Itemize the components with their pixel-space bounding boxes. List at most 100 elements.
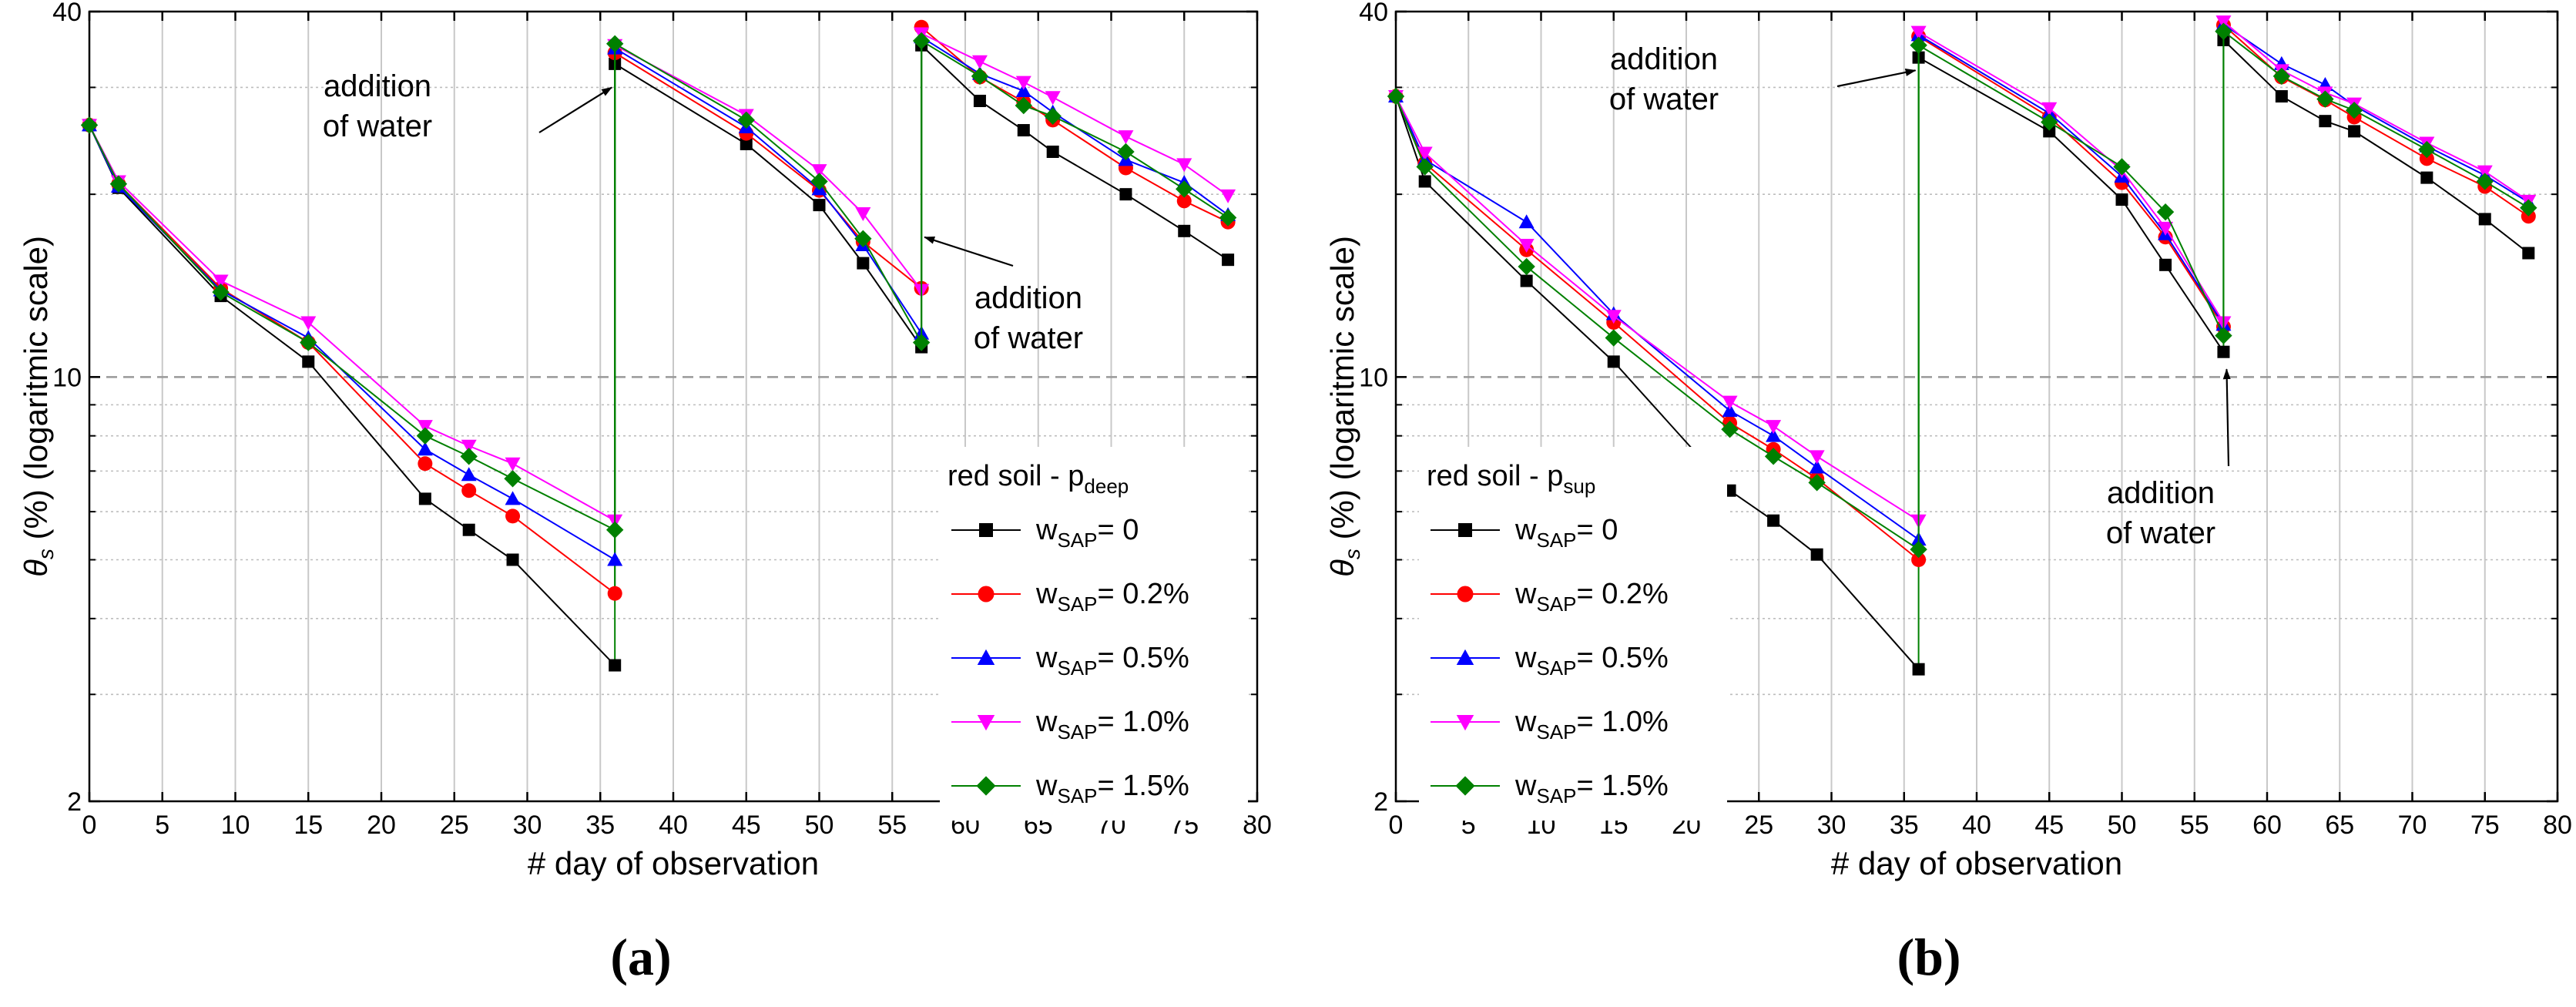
data-point [1810, 548, 1823, 561]
y-tick-label: 10 [1359, 363, 1388, 392]
data-point [2478, 213, 2491, 226]
series-line-segment [746, 114, 820, 171]
series-line-segment [1613, 337, 1731, 431]
panel-label: (b) [1897, 928, 1961, 986]
series-line-segment [2484, 180, 2529, 209]
data-point [506, 553, 519, 566]
data-point [1605, 310, 1622, 324]
data-point [1721, 421, 1739, 438]
series-line-segment [2484, 186, 2529, 217]
data-point [1219, 209, 1237, 227]
data-point [1117, 143, 1135, 161]
series-line-segment [1773, 425, 1818, 458]
series-line-segment [1816, 455, 1920, 522]
series-line-segment [2165, 264, 2225, 353]
data-point [2215, 15, 2232, 30]
annotation-line-1: addition [1610, 42, 1718, 76]
series-line-segment [614, 63, 747, 145]
series-line-segment [1052, 111, 1126, 161]
data-point [212, 283, 230, 301]
series-line-segment [1816, 482, 1920, 550]
data-point [300, 316, 317, 331]
series-line-segment [118, 180, 222, 282]
annotation-line-1: addition [324, 69, 431, 103]
series-line-segment [614, 52, 747, 134]
series-line-segment [2281, 69, 2326, 94]
legend-label-main: w [1035, 770, 1058, 802]
series-line-segment [979, 76, 1025, 106]
data-point [1808, 474, 1826, 492]
series-line-segment [1525, 221, 1615, 315]
series-line-segment [2426, 149, 2486, 183]
x-tick-label: 25 [440, 811, 469, 840]
data-point [2319, 115, 2332, 128]
series-wsap-1-5- [1387, 22, 2537, 559]
legend-label-main: w [1035, 642, 1058, 674]
series-line-segment [1773, 435, 1818, 468]
legend-label-subscript: SAP [1057, 592, 1097, 616]
x-tick-label: 35 [1890, 811, 1919, 840]
legend-label-rest: = 1.5% [1576, 770, 1668, 802]
data-point [2345, 102, 2363, 119]
legend-marker [1457, 586, 1474, 603]
x-tick-label: 45 [2034, 811, 2064, 840]
legend-label-subscript: SAP [1536, 656, 1576, 680]
series-line-segment [1773, 455, 1818, 484]
series-line-segment [746, 119, 820, 183]
x-tick-label: 30 [513, 811, 542, 840]
data-point [606, 35, 624, 53]
data-point [1119, 188, 1132, 201]
data-point [1417, 146, 1433, 161]
legend-label-subscript: SAP [1057, 784, 1097, 807]
series-line-segment [1729, 410, 1774, 437]
series-line-segment [1183, 230, 1229, 261]
series-line-segment [2222, 23, 2283, 65]
series-line-segment [1918, 34, 2050, 114]
series-wsap-0-2- [1388, 18, 2536, 567]
data-point [857, 257, 870, 270]
legend-label-subscript: SAP [1536, 592, 1576, 616]
x-tick-label: 75 [2470, 811, 2500, 840]
legend-title-subscript: sup [1563, 475, 1595, 498]
data-point [912, 334, 931, 351]
y-axis-subscript: s [34, 549, 58, 559]
legend-entry-label: wSAP= 0.5% [1514, 642, 1669, 680]
data-point [737, 111, 755, 129]
data-point [971, 67, 989, 86]
data-point [1766, 420, 1782, 435]
series-line-segment [1613, 321, 1731, 424]
series-line-segment [2484, 170, 2529, 202]
series-line-segment [614, 47, 747, 128]
data-point [300, 334, 317, 351]
series-line-segment [2121, 176, 2166, 235]
series-line-segment [1424, 163, 1528, 251]
legend-marker [978, 586, 995, 603]
data-point [1605, 329, 1622, 347]
series-line-segment [2121, 166, 2166, 213]
series-line-segment [424, 498, 470, 531]
legend-entry-label: wSAP= 1.0% [1514, 706, 1669, 744]
series-line-segment [1729, 489, 1774, 522]
data-point [2476, 173, 2494, 190]
data-point [1046, 145, 1059, 158]
data-point [1520, 274, 1533, 287]
legend-label-main: w [1514, 706, 1537, 738]
data-point [460, 448, 478, 465]
series-line-segment [468, 474, 514, 500]
series-line-segment [1816, 554, 1920, 670]
data-point [2158, 221, 2174, 236]
data-point [505, 509, 521, 524]
data-point [811, 164, 827, 179]
x-tick-label: 65 [2325, 811, 2354, 840]
series-line-segment [220, 291, 309, 344]
series-line-segment [2484, 174, 2529, 203]
annotation-line-2: of water [323, 109, 432, 143]
data-point [810, 173, 828, 190]
series-line-segment [1052, 115, 1126, 153]
legend-title: red soil - pdeep [948, 460, 1129, 498]
legend-entry-label: wSAP= 1.0% [1035, 706, 1189, 744]
data-point [855, 206, 871, 221]
x-tick-label: 40 [1962, 811, 1991, 840]
data-point [973, 94, 986, 107]
